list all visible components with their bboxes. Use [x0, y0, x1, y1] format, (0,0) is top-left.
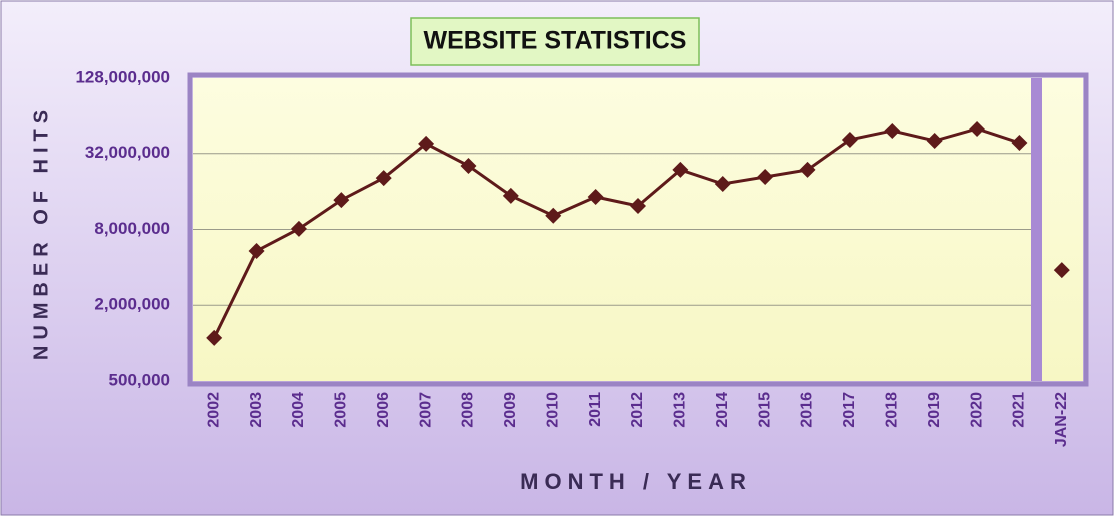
- x-tick-label: 2008: [460, 392, 477, 428]
- y-axis-label: NUMBER OF HITS: [30, 104, 52, 360]
- plot-frame: [187, 72, 1089, 387]
- data-point: [248, 242, 265, 259]
- data-point: [969, 121, 986, 138]
- x-tick-label: 2015: [756, 392, 773, 428]
- x-tick-label: 2011: [587, 392, 604, 427]
- x-tick-label: 2019: [926, 392, 943, 428]
- data-point: [290, 220, 307, 237]
- x-tick-label: 2018: [884, 392, 901, 428]
- x-tick-label: 2005: [333, 392, 350, 428]
- y-tick-label: 500,000: [109, 370, 170, 389]
- x-tick-label: JAN-22: [1053, 392, 1070, 447]
- y-tick-label: 32,000,000: [85, 143, 170, 162]
- x-tick-label: 2012: [629, 392, 646, 428]
- data-point: [630, 197, 646, 214]
- divider: [1031, 78, 1042, 381]
- data-point: [587, 189, 604, 206]
- x-tick-label: 2017: [841, 392, 858, 428]
- x-tick-label: 2009: [502, 392, 519, 428]
- x-tick-label: 2021: [1011, 392, 1028, 428]
- data-point: [206, 329, 223, 346]
- data-point: [757, 169, 774, 186]
- y-tick-label: 2,000,000: [94, 295, 170, 314]
- x-axis-label: MONTH / YEAR: [520, 469, 752, 494]
- chart-title: WEBSITE STATISTICS: [424, 27, 687, 55]
- data-point: [1011, 134, 1028, 151]
- title-box: [410, 17, 700, 66]
- data-point: [926, 133, 943, 150]
- x-tick-label: 2007: [417, 392, 434, 428]
- data-point: [841, 131, 858, 148]
- x-tick-label: 2020: [968, 392, 985, 428]
- data-point: [375, 170, 392, 187]
- data-point: [1053, 262, 1070, 279]
- x-tick-label: 2010: [544, 392, 561, 428]
- data-point: [418, 135, 435, 152]
- data-point: [502, 187, 519, 204]
- x-tick-label: 2006: [375, 392, 392, 428]
- x-tick-label: 2016: [799, 392, 816, 428]
- x-tick-label: 2013: [672, 392, 689, 428]
- y-tick-label: 8,000,000: [94, 219, 170, 238]
- data-point: [460, 157, 477, 174]
- data-point: [799, 161, 816, 178]
- data-point: [545, 207, 562, 224]
- x-tick-label: 2004: [290, 392, 307, 428]
- data-point: [884, 123, 901, 140]
- data-point: [714, 175, 731, 192]
- x-tick-label: 2002: [205, 392, 222, 428]
- data-line: [212, 127, 1020, 339]
- x-tick-label: 2003: [248, 392, 265, 428]
- data-point: [672, 161, 689, 178]
- x-tick-label: 2014: [714, 392, 731, 428]
- y-tick-label: 128,000,000: [75, 67, 170, 86]
- data-point: [333, 192, 350, 209]
